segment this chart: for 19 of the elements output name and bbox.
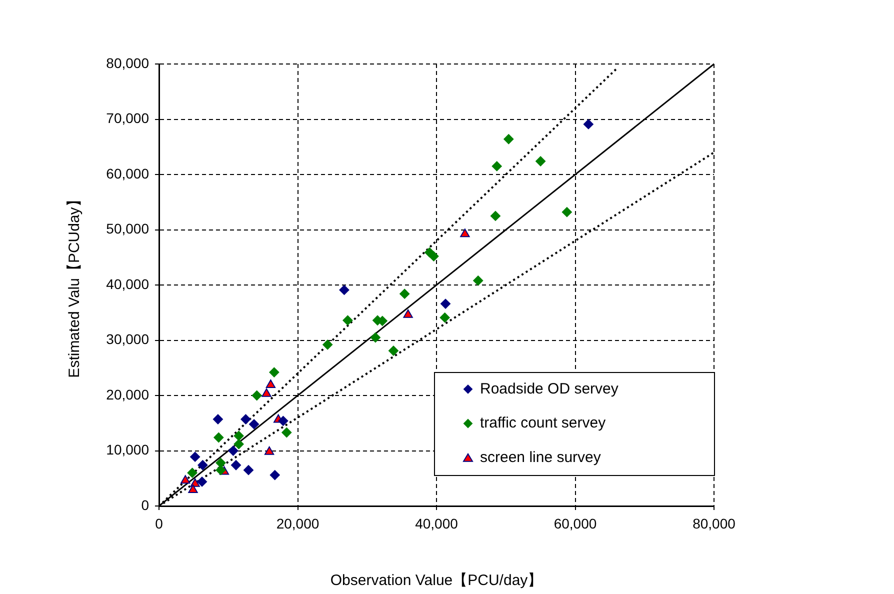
x-tick-label: 20,000	[276, 515, 320, 532]
y-tick-label: 60,000	[106, 165, 150, 182]
x-axis-title: Observation Value【PCU/day】	[330, 572, 543, 590]
y-tick-label: 30,000	[106, 331, 150, 348]
x-tick-label: 80,000	[692, 515, 736, 532]
legend-label: screen line survey	[480, 448, 602, 466]
x-tick-label: 40,000	[415, 515, 458, 532]
y-tick-label: 50,000	[106, 220, 150, 237]
legend-label: traffic count servey	[480, 414, 606, 432]
legend-label: Roadside OD servey	[480, 380, 619, 398]
x-tick-label: 0	[155, 515, 164, 532]
y-tick-label: 80,000	[106, 54, 150, 71]
y-axis-title: Estimated Valu【PCUday】	[66, 192, 84, 378]
x-tick-label: 60,000	[554, 515, 597, 532]
y-tick-label: 10,000	[106, 442, 150, 458]
y-tick-label: 70,000	[106, 110, 150, 126]
y-tick-label: 20,000	[106, 386, 150, 402]
y-tick-label: 40,000	[106, 276, 150, 292]
y-tick-label: 0	[141, 496, 150, 513]
